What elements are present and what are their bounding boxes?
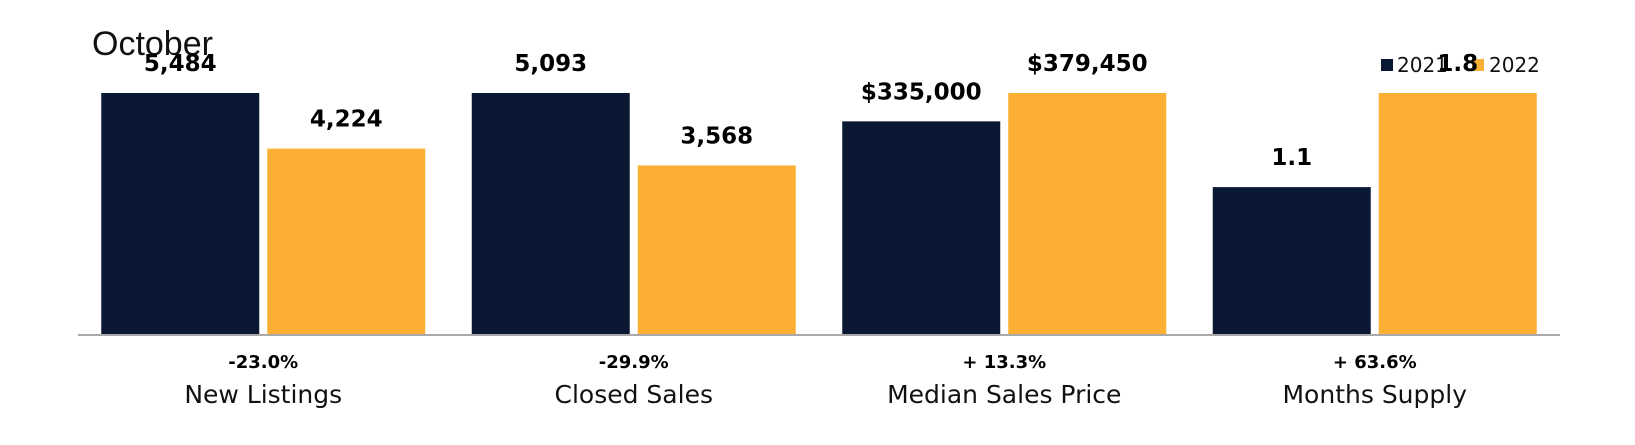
chart-title: October <box>92 25 213 63</box>
change-label-new-listings: -23.0% <box>228 352 298 373</box>
category-label-median-sales-price: Median Sales Price <box>887 380 1121 409</box>
legend: 2021 2022 <box>1381 53 1540 77</box>
category-label-months-supply: Months Supply <box>1282 380 1467 409</box>
value-label-closed-sales-2022: 3,568 <box>680 123 753 149</box>
legend-swatch-2021 <box>1381 59 1393 71</box>
bar-closed-sales-2022 <box>637 165 796 335</box>
bar-new-listings-2022 <box>267 148 426 335</box>
bars <box>101 93 1537 335</box>
value-label-median-sales-price-2021: $335,000 <box>861 79 982 105</box>
bar-months-supply-2022 <box>1378 93 1537 335</box>
bar-closed-sales-2021 <box>471 93 630 335</box>
value-label-median-sales-price-2022: $379,450 <box>1027 51 1148 77</box>
bar-months-supply-2021 <box>1212 187 1371 335</box>
value-label-closed-sales-2021: 5,093 <box>514 51 587 77</box>
value-label-new-listings-2022: 4,224 <box>310 107 383 133</box>
legend-swatch-2022 <box>1472 59 1484 71</box>
value-label-new-listings-2021: 5,484 <box>144 51 217 77</box>
bar-median-sales-price-2021 <box>842 121 1001 335</box>
value-label-months-supply-2021: 1.1 <box>1271 145 1312 171</box>
bar-median-sales-price-2022 <box>1008 93 1167 335</box>
category-label-closed-sales: Closed Sales <box>555 380 713 409</box>
bar-new-listings-2021 <box>101 93 260 335</box>
legend-label-2021: 2021 <box>1397 53 1448 77</box>
category-label-new-listings: New Listings <box>184 380 342 409</box>
change-label-closed-sales: -29.9% <box>599 352 669 373</box>
change-label-months-supply: + 63.6% <box>1333 352 1417 373</box>
change-label-median-sales-price: + 13.3% <box>962 352 1046 373</box>
legend-label-2022: 2022 <box>1489 53 1540 77</box>
value-label-months-supply-2022: 1.8 <box>1437 51 1478 77</box>
labels: 5,484 4,224 -23.0% New Listings 5,093 3,568 -2… <box>144 51 1478 409</box>
